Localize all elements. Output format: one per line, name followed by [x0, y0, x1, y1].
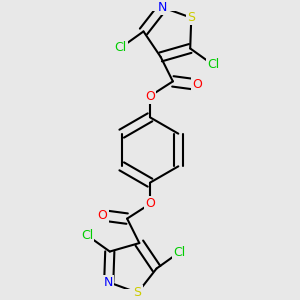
- Text: N: N: [158, 1, 167, 14]
- Text: S: S: [134, 286, 142, 299]
- Text: O: O: [145, 90, 155, 103]
- Text: O: O: [98, 209, 108, 222]
- Text: O: O: [145, 197, 155, 210]
- Text: Cl: Cl: [115, 41, 127, 54]
- Text: O: O: [192, 78, 202, 91]
- Text: Cl: Cl: [207, 58, 219, 71]
- Text: Cl: Cl: [173, 246, 185, 259]
- Text: Cl: Cl: [81, 229, 93, 242]
- Text: N: N: [104, 276, 113, 289]
- Text: S: S: [187, 11, 195, 24]
